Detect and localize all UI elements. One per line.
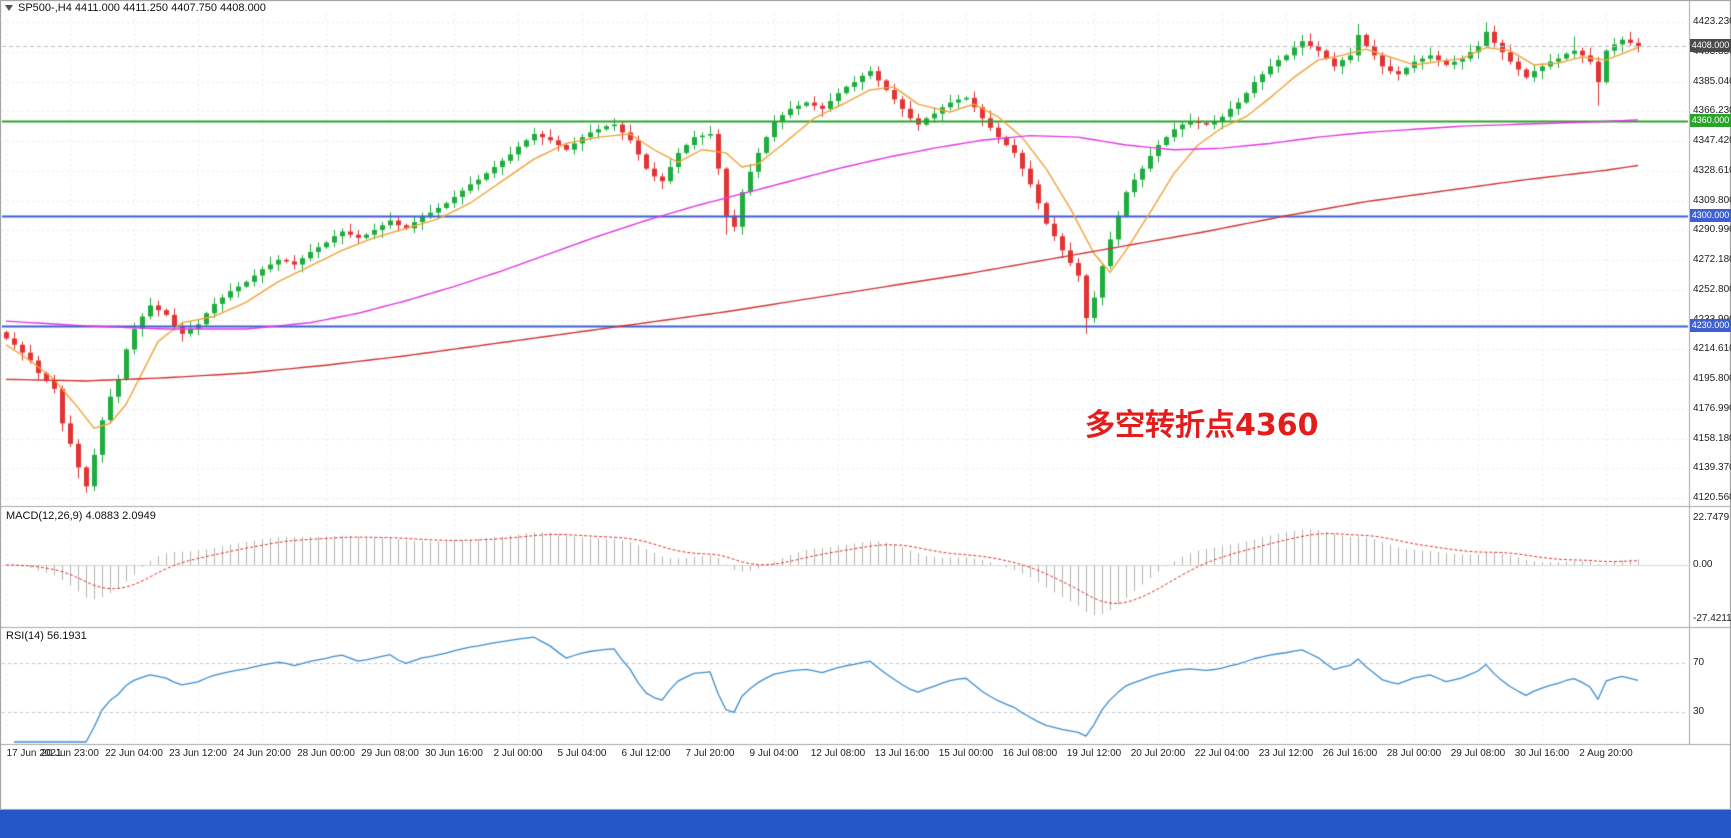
- chart-canvas[interactable]: [0, 0, 1731, 810]
- macd-label: MACD(12,26,9) 4.0883 2.0949: [6, 510, 156, 522]
- ohlc-header: SP500-,H4 4411.000 4411.250 4407.750 440…: [5, 2, 266, 14]
- ohlc-text: SP500-,H4 4411.000 4411.250 4407.750 440…: [18, 2, 266, 14]
- taskbar[interactable]: [0, 810, 1731, 838]
- chart-marker-icon: [5, 5, 13, 11]
- annotation-text: 多空转折点4360: [1085, 408, 1319, 443]
- rsi-label: RSI(14) 56.1931: [6, 630, 87, 642]
